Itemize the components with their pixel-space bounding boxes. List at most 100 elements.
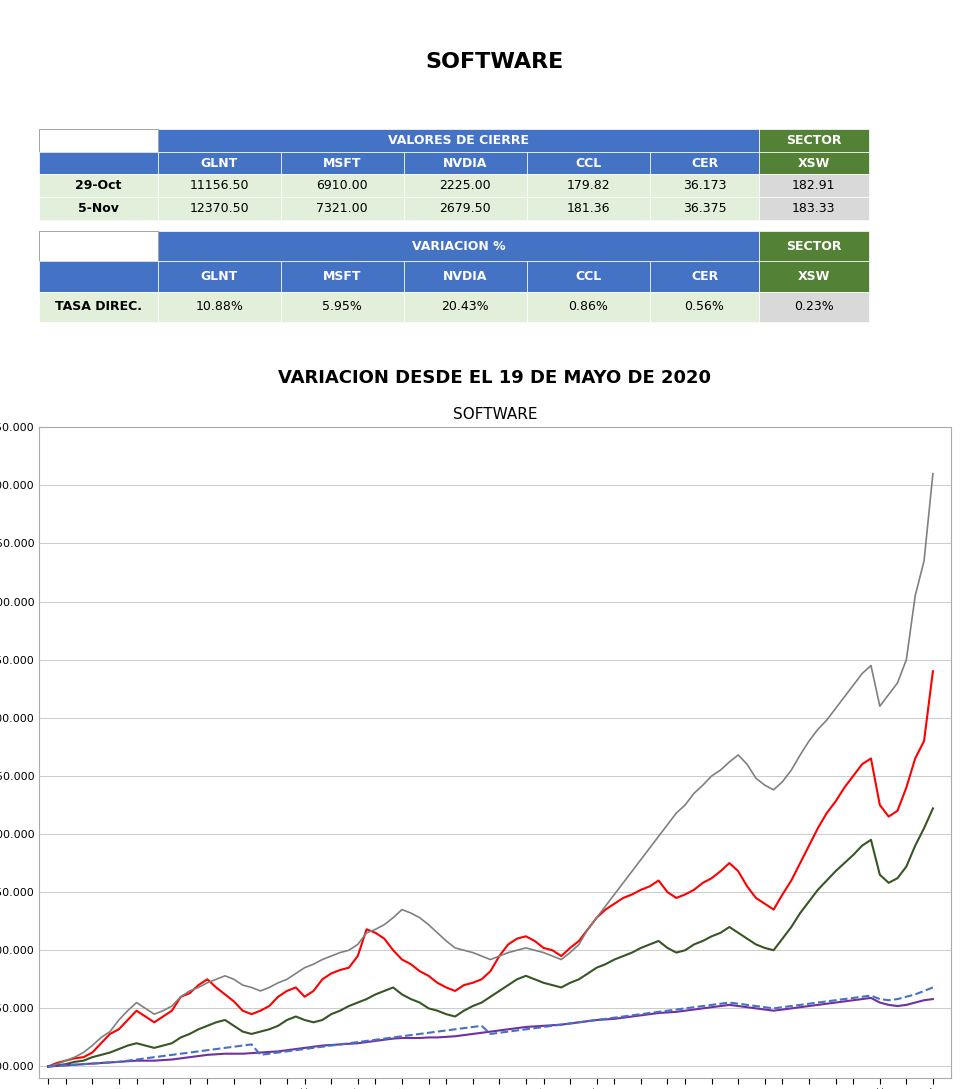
NVDIA bbox=[927, 467, 939, 480]
GLNT bbox=[706, 871, 717, 884]
Text: 36.375: 36.375 bbox=[683, 203, 726, 216]
FancyBboxPatch shape bbox=[760, 231, 868, 261]
FancyBboxPatch shape bbox=[39, 197, 158, 220]
FancyBboxPatch shape bbox=[158, 151, 280, 174]
Text: SECTOR: SECTOR bbox=[786, 240, 842, 253]
FancyBboxPatch shape bbox=[39, 174, 158, 197]
Text: XSW: XSW bbox=[798, 157, 830, 170]
FancyBboxPatch shape bbox=[280, 151, 404, 174]
Text: 6910.00: 6910.00 bbox=[317, 180, 368, 193]
FancyBboxPatch shape bbox=[527, 197, 650, 220]
Text: 29-Oct: 29-Oct bbox=[75, 180, 122, 193]
CCL bbox=[865, 991, 877, 1004]
Text: 179.82: 179.82 bbox=[566, 180, 611, 193]
Text: CCL: CCL bbox=[575, 157, 602, 170]
FancyBboxPatch shape bbox=[158, 292, 280, 322]
FancyBboxPatch shape bbox=[527, 174, 650, 197]
CER bbox=[42, 1060, 54, 1073]
FancyBboxPatch shape bbox=[158, 197, 280, 220]
FancyBboxPatch shape bbox=[158, 129, 760, 151]
FancyBboxPatch shape bbox=[158, 231, 760, 261]
Text: CER: CER bbox=[691, 157, 718, 170]
CCL bbox=[573, 1016, 585, 1029]
Line: CER: CER bbox=[48, 988, 933, 1066]
Text: 2679.50: 2679.50 bbox=[439, 203, 491, 216]
FancyBboxPatch shape bbox=[760, 129, 868, 151]
Text: 7321.00: 7321.00 bbox=[317, 203, 368, 216]
FancyBboxPatch shape bbox=[404, 292, 527, 322]
FancyBboxPatch shape bbox=[650, 261, 760, 292]
FancyBboxPatch shape bbox=[280, 292, 404, 322]
Text: VALORES DE CIERRE: VALORES DE CIERRE bbox=[388, 134, 529, 147]
FancyBboxPatch shape bbox=[760, 197, 868, 220]
FancyBboxPatch shape bbox=[280, 261, 404, 292]
Text: 182.91: 182.91 bbox=[792, 180, 836, 193]
MSFT bbox=[927, 802, 939, 815]
CER bbox=[927, 981, 939, 994]
CER bbox=[706, 999, 717, 1012]
GLNT bbox=[573, 934, 585, 947]
CER bbox=[264, 1048, 275, 1061]
NVDIA bbox=[42, 1060, 54, 1073]
Title: SOFTWARE: SOFTWARE bbox=[453, 407, 537, 421]
MSFT bbox=[662, 941, 673, 954]
FancyBboxPatch shape bbox=[527, 261, 650, 292]
Text: SECTOR: SECTOR bbox=[786, 134, 842, 147]
Text: 36.173: 36.173 bbox=[683, 180, 726, 193]
FancyBboxPatch shape bbox=[39, 292, 158, 322]
CER bbox=[449, 1023, 461, 1036]
Text: NVDIA: NVDIA bbox=[443, 157, 487, 170]
MSFT bbox=[706, 930, 717, 943]
FancyBboxPatch shape bbox=[650, 151, 760, 174]
FancyBboxPatch shape bbox=[39, 151, 158, 174]
Text: 11156.50: 11156.50 bbox=[189, 180, 249, 193]
Text: 0.86%: 0.86% bbox=[568, 301, 609, 314]
Line: CCL: CCL bbox=[48, 998, 933, 1066]
CCL bbox=[927, 992, 939, 1005]
Text: 0.23%: 0.23% bbox=[794, 301, 834, 314]
CCL bbox=[42, 1060, 54, 1073]
Text: 181.36: 181.36 bbox=[566, 203, 611, 216]
Text: 2225.00: 2225.00 bbox=[439, 180, 491, 193]
FancyBboxPatch shape bbox=[760, 292, 868, 322]
Text: 20.43%: 20.43% bbox=[441, 301, 489, 314]
Text: GLNT: GLNT bbox=[201, 270, 238, 283]
Text: 5-Nov: 5-Nov bbox=[78, 203, 119, 216]
FancyBboxPatch shape bbox=[404, 151, 527, 174]
CER bbox=[104, 1056, 116, 1069]
FancyBboxPatch shape bbox=[760, 174, 868, 197]
CCL bbox=[449, 1030, 461, 1043]
Text: CCL: CCL bbox=[575, 270, 602, 283]
GLNT bbox=[927, 664, 939, 677]
FancyBboxPatch shape bbox=[404, 261, 527, 292]
Line: NVDIA: NVDIA bbox=[48, 474, 933, 1066]
Text: 12370.50: 12370.50 bbox=[189, 203, 249, 216]
FancyBboxPatch shape bbox=[280, 197, 404, 220]
MSFT bbox=[104, 1047, 116, 1060]
GLNT bbox=[662, 885, 673, 898]
FancyBboxPatch shape bbox=[39, 231, 158, 261]
FancyBboxPatch shape bbox=[760, 261, 868, 292]
CCL bbox=[706, 1001, 717, 1014]
FancyBboxPatch shape bbox=[39, 129, 158, 151]
NVDIA bbox=[449, 941, 461, 954]
FancyBboxPatch shape bbox=[404, 174, 527, 197]
MSFT bbox=[573, 972, 585, 986]
Text: VARIACION DESDE EL 19 DE MAYO DE 2020: VARIACION DESDE EL 19 DE MAYO DE 2020 bbox=[278, 369, 711, 387]
FancyBboxPatch shape bbox=[650, 174, 760, 197]
CER bbox=[573, 1016, 585, 1029]
Text: MSFT: MSFT bbox=[323, 157, 362, 170]
FancyBboxPatch shape bbox=[280, 174, 404, 197]
Text: 0.56%: 0.56% bbox=[685, 301, 724, 314]
FancyBboxPatch shape bbox=[404, 197, 527, 220]
Text: 183.33: 183.33 bbox=[792, 203, 836, 216]
GLNT bbox=[449, 984, 461, 998]
GLNT bbox=[104, 1027, 116, 1040]
Text: NVDIA: NVDIA bbox=[443, 270, 487, 283]
Line: GLNT: GLNT bbox=[48, 671, 933, 1066]
CCL bbox=[104, 1056, 116, 1069]
NVDIA bbox=[573, 938, 585, 951]
Text: 5.95%: 5.95% bbox=[322, 301, 363, 314]
MSFT bbox=[42, 1060, 54, 1073]
CCL bbox=[264, 1045, 275, 1059]
